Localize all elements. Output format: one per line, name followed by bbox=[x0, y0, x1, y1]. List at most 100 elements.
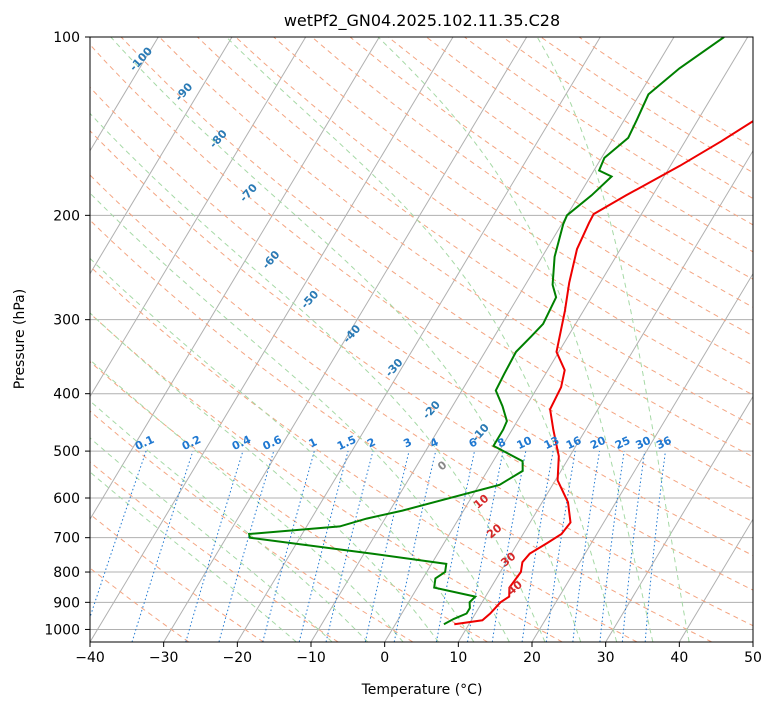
dry-adiabat-line bbox=[90, 130, 753, 591]
mixing-ratio-label: 0.4 bbox=[230, 433, 253, 453]
y-tick-label: 500 bbox=[53, 444, 80, 460]
dry-adiabat-line bbox=[235, 37, 753, 396]
mixing-ratio-line bbox=[325, 450, 374, 642]
isotherm-line bbox=[236, 37, 601, 642]
plot-frame bbox=[89, 36, 754, 643]
dry-adiabat-line bbox=[120, 37, 753, 490]
x-tick-label: −40 bbox=[75, 650, 105, 666]
x-tick-label: 30 bbox=[597, 650, 615, 666]
isotherm-line bbox=[90, 37, 307, 398]
mixing-ratio-label: 10 bbox=[515, 434, 535, 452]
mixing-ratio-line bbox=[185, 450, 244, 642]
dry-adiabat-line bbox=[90, 360, 488, 642]
mixing-ratio-line bbox=[621, 451, 646, 642]
dry-adiabat-label: -80 bbox=[207, 127, 230, 151]
y-tick-label: 200 bbox=[53, 208, 80, 224]
dry-adiabat-line bbox=[90, 312, 563, 642]
dry-adiabat-line bbox=[387, 37, 753, 280]
axes: −40 −30 −20 −10 0 10 20 30 40 5010020030040050060… bbox=[44, 30, 762, 666]
isotherm-line bbox=[90, 37, 159, 152]
moist-adiabat-label: 20 bbox=[484, 521, 504, 541]
dry-adiabat-line bbox=[90, 513, 264, 642]
mixing-ratio-line bbox=[364, 450, 410, 642]
dry-adiabat-line bbox=[90, 86, 753, 557]
dry-adiabat-line bbox=[197, 37, 753, 427]
moist-adiabat-line bbox=[90, 359, 404, 642]
mixing-ratio-line bbox=[393, 450, 437, 642]
dry-adiabat-label: -50 bbox=[298, 288, 321, 312]
moist-adiabat-line bbox=[90, 400, 369, 642]
dry-adiabat-line bbox=[90, 174, 753, 627]
y-tick-label: 300 bbox=[53, 313, 80, 329]
mixing-ratio-label: 30 bbox=[634, 434, 654, 452]
isotherm-line bbox=[678, 518, 753, 642]
mixing-ratio-line bbox=[599, 451, 625, 642]
mixing-ratio-label: 1 bbox=[307, 435, 319, 450]
y-tick-label: 900 bbox=[53, 595, 80, 611]
y-tick-label: 1000 bbox=[44, 622, 80, 638]
moist-adiabat-line bbox=[90, 437, 333, 642]
moist-adiabat-line bbox=[90, 192, 510, 642]
dry-adiabat-label: -20 bbox=[420, 398, 443, 422]
moist-adiabat-line bbox=[90, 112, 546, 642]
moist-adiabat-label: 30 bbox=[498, 549, 518, 569]
x-tick-label: 20 bbox=[523, 650, 541, 666]
isotherm-line bbox=[163, 37, 528, 642]
dry-adiabat-line bbox=[90, 461, 339, 642]
isotherm-line bbox=[605, 395, 753, 642]
mixing-ratio-label: 0.1 bbox=[133, 433, 156, 453]
moist-adiabat-label: 40 bbox=[505, 578, 525, 598]
x-axis-title: Temperature (°C) bbox=[361, 682, 483, 698]
mixing-ratio-label: 16 bbox=[564, 434, 584, 452]
dewpoint-profile-line bbox=[247, 37, 725, 626]
y-tick-label: 100 bbox=[53, 30, 80, 46]
dry-adiabat-line bbox=[540, 37, 753, 174]
mixing-ratio-label: 0.2 bbox=[180, 433, 203, 453]
dry-adiabat-line bbox=[311, 37, 753, 337]
y-axis-title: Pressure (hPa) bbox=[12, 289, 28, 389]
mixing-ratio-label: 1.5 bbox=[335, 433, 358, 453]
y-tick-label: 800 bbox=[53, 565, 80, 581]
mixing-ratio-line bbox=[131, 450, 194, 642]
mixing-ratio-line bbox=[218, 450, 275, 642]
mixing-ratio-line bbox=[644, 451, 666, 642]
y-tick-label: 400 bbox=[53, 387, 80, 403]
isotherm-line bbox=[90, 37, 233, 275]
isotherm-line bbox=[90, 37, 454, 642]
mixing-ratio-label: 0.6 bbox=[261, 433, 284, 453]
mixing-ratio-line bbox=[521, 451, 554, 642]
x-tick-label: −20 bbox=[223, 650, 253, 666]
y-tick-label: 600 bbox=[53, 491, 80, 507]
chart-title: wetPf2_GN04.2025.102.11.35.C28 bbox=[284, 11, 560, 31]
isotherm-line bbox=[752, 641, 753, 642]
x-tick-label: 40 bbox=[670, 650, 688, 666]
mixing-ratio-line bbox=[298, 450, 349, 642]
x-tick-label: 10 bbox=[449, 650, 467, 666]
dry-adiabat-line bbox=[273, 37, 753, 366]
isotherm-line bbox=[384, 37, 749, 642]
mixing-ratio-label: 13 bbox=[542, 434, 561, 452]
x-tick-label: −30 bbox=[149, 650, 179, 666]
mixing-ratio-line bbox=[262, 450, 315, 642]
mixing-ratio-label: 36 bbox=[654, 434, 674, 452]
mixing-ratio-label: 3 bbox=[401, 435, 413, 450]
mixing-ratio-label: 20 bbox=[588, 434, 608, 452]
moist-adiabat-label: 10 bbox=[471, 492, 491, 512]
background-lines bbox=[0, 37, 753, 642]
mixing-ratio-label: 4 bbox=[428, 435, 441, 450]
dry-adiabat-label: -30 bbox=[383, 356, 406, 380]
moist-adiabat-line bbox=[90, 257, 475, 642]
moist-adiabat-line bbox=[110, 37, 582, 642]
moist-adiabat-label: 0 bbox=[435, 458, 449, 473]
dry-adiabat-line bbox=[158, 37, 753, 458]
x-tick-label: 50 bbox=[744, 650, 762, 666]
x-tick-label: −10 bbox=[296, 650, 326, 666]
isotherm-line bbox=[0, 37, 11, 642]
isotherm-line bbox=[90, 37, 380, 521]
dry-adiabat-line bbox=[90, 43, 753, 523]
x-tick-label: 0 bbox=[380, 650, 389, 666]
dry-adiabat-line bbox=[90, 265, 638, 642]
moist-adiabat-line bbox=[536, 37, 690, 642]
